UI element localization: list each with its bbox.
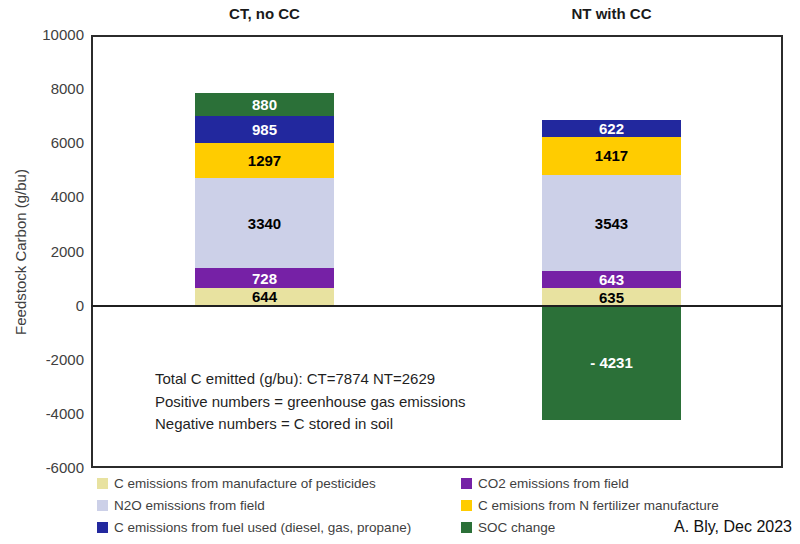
y-axis-title: Feedstock Carbon (g/bu) xyxy=(12,169,29,335)
legend-swatch-icon xyxy=(461,522,472,533)
bar-value-label: 643 xyxy=(599,272,624,287)
bar-value-label: 728 xyxy=(252,271,277,286)
column-title-1: CT, no CC xyxy=(165,5,365,22)
stacked-bar-chart-figure: CT, no CCNT with CC 10000800060004000200… xyxy=(0,0,800,544)
bar-segment: 622 xyxy=(542,120,681,137)
bar-segment: 985 xyxy=(195,116,334,143)
bar-value-label: 622 xyxy=(599,121,624,136)
legend-label: CO2 emissions from field xyxy=(478,476,629,491)
y-tick-label: 10000 xyxy=(2,26,84,43)
bar-segment: 643 xyxy=(542,271,681,288)
bar-segment: 635 xyxy=(542,288,681,305)
bar-segment: 1417 xyxy=(542,137,681,175)
legend-label: N2O emissions from field xyxy=(114,498,265,513)
y-tick-label: -6000 xyxy=(2,459,84,476)
legend-swatch-icon xyxy=(97,500,108,511)
bar-value-label: 3340 xyxy=(248,216,281,231)
legend-item: N2O emissions from field xyxy=(97,498,265,513)
bar-value-label: 1417 xyxy=(595,148,628,163)
column-title-2: NT with CC xyxy=(512,5,712,22)
annotation-line-3: Negative numbers = C stored in soil xyxy=(155,415,393,432)
legend-item: CO2 emissions from field xyxy=(461,476,629,491)
legend-swatch-icon xyxy=(461,500,472,511)
bar-segment: 728 xyxy=(195,268,334,288)
bar-segment: 3340 xyxy=(195,178,334,268)
legend-label: C emissions from fuel used (diesel, gas,… xyxy=(114,520,411,535)
bar-segment: 3543 xyxy=(542,175,681,271)
bar-value-label: - 4231 xyxy=(590,355,633,370)
bar-value-label: 3543 xyxy=(595,216,628,231)
bar-value-label: 985 xyxy=(252,122,277,137)
legend-item: C emisions from N fertilizer manufacture xyxy=(461,498,719,513)
bar-value-label: 644 xyxy=(252,289,277,304)
zero-baseline xyxy=(91,305,783,307)
legend-item: C emissions from fuel used (diesel, gas,… xyxy=(97,520,411,535)
bar-value-label: 1297 xyxy=(248,153,281,168)
y-tick-label: 6000 xyxy=(2,134,84,151)
legend-label: SOC change xyxy=(478,520,555,535)
bar-value-label: 635 xyxy=(599,290,624,305)
bar-value-label: 880 xyxy=(252,97,277,112)
legend-item: SOC change xyxy=(461,520,555,535)
y-tick-label: -2000 xyxy=(2,351,84,368)
y-tick-label: -4000 xyxy=(2,405,84,422)
legend-label: C emissions from manufacture of pesticid… xyxy=(114,476,376,491)
legend-swatch-icon xyxy=(97,478,108,489)
legend-swatch-icon xyxy=(461,478,472,489)
bar-segment: 1297 xyxy=(195,143,334,178)
legend-swatch-icon xyxy=(97,522,108,533)
annotation-line-1: Total C emitted (g/bu): CT=7874 NT=2629 xyxy=(155,370,435,387)
attribution-text: A. Bly, Dec 2023 xyxy=(674,518,792,536)
annotation-line-2: Positive numbers = greenhouse gas emissi… xyxy=(155,393,466,410)
legend-item: C emissions from manufacture of pesticid… xyxy=(97,476,376,491)
y-tick-label: 8000 xyxy=(2,80,84,97)
bar-segment: 644 xyxy=(195,288,334,305)
bar-segment: 880 xyxy=(195,93,334,117)
bar-segment: - 4231 xyxy=(542,306,681,421)
legend-label: C emisions from N fertilizer manufacture xyxy=(478,498,719,513)
